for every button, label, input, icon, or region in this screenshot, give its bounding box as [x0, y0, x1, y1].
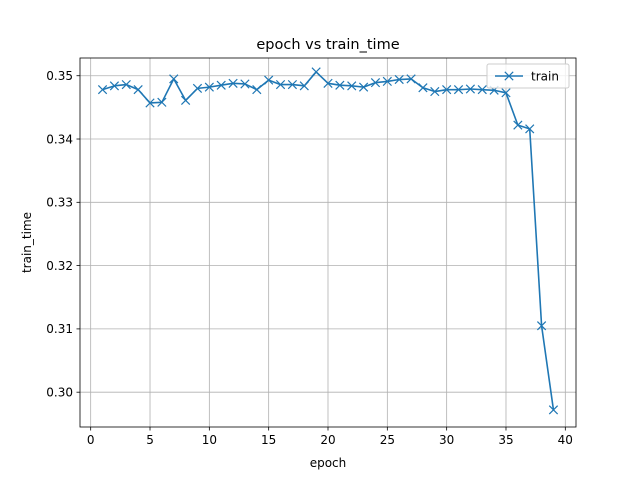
data-point-marker	[406, 74, 416, 84]
x-axis-label: epoch	[310, 456, 347, 470]
data-point-marker	[453, 85, 464, 95]
data-point-marker	[477, 85, 487, 95]
data-point-marker	[133, 85, 143, 95]
data-point-marker	[180, 95, 191, 106]
data-point-marker	[465, 84, 476, 94]
data-point-marker	[240, 79, 250, 89]
data-point-marker	[252, 85, 262, 95]
data-point-marker	[204, 82, 214, 92]
data-point-marker	[228, 78, 238, 88]
grid	[80, 58, 576, 427]
x-tick-label: 40	[558, 433, 573, 447]
x-tick-label: 15	[261, 433, 276, 447]
x-tick-label: 35	[498, 433, 513, 447]
data-point-marker	[525, 124, 535, 134]
chart-title: epoch vs train_time	[256, 37, 399, 53]
data-point-marker	[109, 81, 120, 91]
y-tick-label: 0.34	[46, 132, 73, 146]
y-axis-label: train_time	[20, 212, 34, 273]
data-point-marker	[347, 81, 357, 91]
data-point-marker	[430, 86, 440, 97]
data-point-marker	[536, 321, 547, 331]
data-point-marker	[335, 80, 345, 90]
data-point-marker	[192, 83, 203, 94]
data-point-marker	[323, 78, 333, 88]
x-tick-label: 10	[202, 433, 217, 447]
x-tick-label: 20	[320, 433, 335, 447]
series-layer	[97, 67, 559, 415]
data-point-marker	[299, 81, 309, 91]
data-point-marker	[169, 74, 179, 84]
data-point-marker	[513, 120, 523, 130]
x-tick-label: 0	[87, 433, 95, 447]
data-point-marker	[157, 97, 167, 107]
data-point-marker	[145, 98, 155, 108]
data-point-marker	[418, 83, 428, 93]
legend: train	[486, 63, 570, 89]
data-point-marker	[275, 79, 286, 90]
data-point-marker	[311, 67, 321, 77]
data-point-marker	[501, 88, 511, 98]
x-tick-label: 5	[146, 433, 154, 447]
data-point-marker	[382, 76, 392, 87]
legend-marker	[504, 71, 514, 81]
legend-swatch	[495, 71, 523, 81]
data-point-marker	[216, 80, 226, 90]
data-point-marker	[264, 75, 274, 85]
legend-box	[486, 63, 570, 89]
legend-label: train	[531, 70, 559, 84]
y-tick-label: 0.32	[46, 259, 73, 273]
data-point-marker	[370, 78, 381, 88]
data-point-marker	[121, 79, 131, 90]
y-tick-label: 0.35	[46, 69, 73, 83]
y-tick-label: 0.30	[46, 385, 73, 399]
data-point-marker	[442, 85, 452, 95]
data-point-marker	[394, 74, 404, 85]
y-tick-label: 0.31	[46, 322, 73, 336]
data-point-marker	[548, 405, 559, 415]
data-point-marker	[97, 85, 108, 95]
y-tick-label: 0.33	[46, 196, 73, 210]
x-tick-label: 25	[380, 433, 395, 447]
data-point-marker	[287, 79, 298, 90]
data-point-marker	[358, 82, 369, 92]
ticks: 0 5 10 15 20 25 30 35 40 0.30 0.31 0.32 0.33 0.34 0.35	[46, 69, 573, 447]
x-tick-label: 30	[439, 433, 454, 447]
